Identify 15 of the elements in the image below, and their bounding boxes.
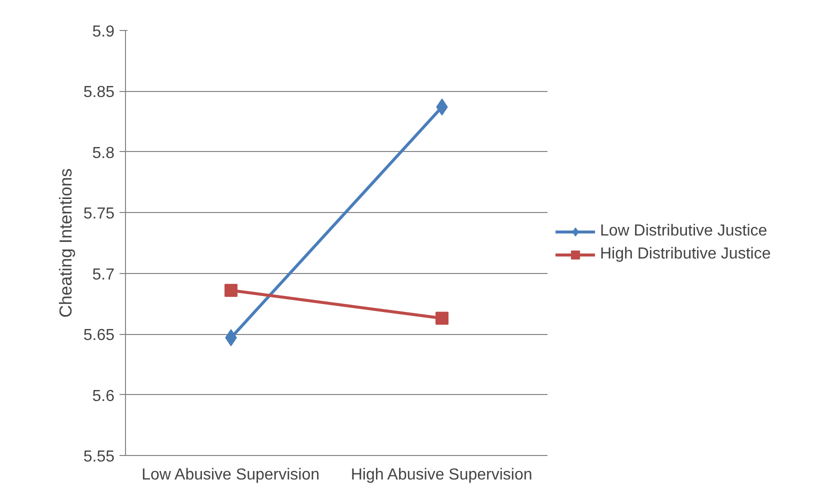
y-tick-label: 5.75	[83, 206, 115, 223]
x-tick-label: Low Abusive Supervision	[142, 466, 320, 484]
y-tick-label: 5.85	[83, 84, 115, 102]
y-axis-title: Cheating Intentions	[55, 168, 76, 318]
y-tick-label: 5.55	[83, 448, 115, 466]
y-tick-label: 5.7	[92, 266, 115, 284]
point	[224, 284, 238, 297]
y-tick-label: 5.8	[92, 144, 115, 162]
point	[436, 312, 448, 325]
y-tick-label: 5.65	[83, 327, 115, 344]
legend-label: Low Distributive Justice	[600, 222, 768, 240]
y-tick-label: 5.6	[92, 388, 115, 405]
x-tick-label: High Abusive Supervision	[350, 466, 532, 484]
legend-label: High Distributive Justice	[600, 245, 771, 263]
y-tick-label: 5.9	[92, 24, 115, 40]
